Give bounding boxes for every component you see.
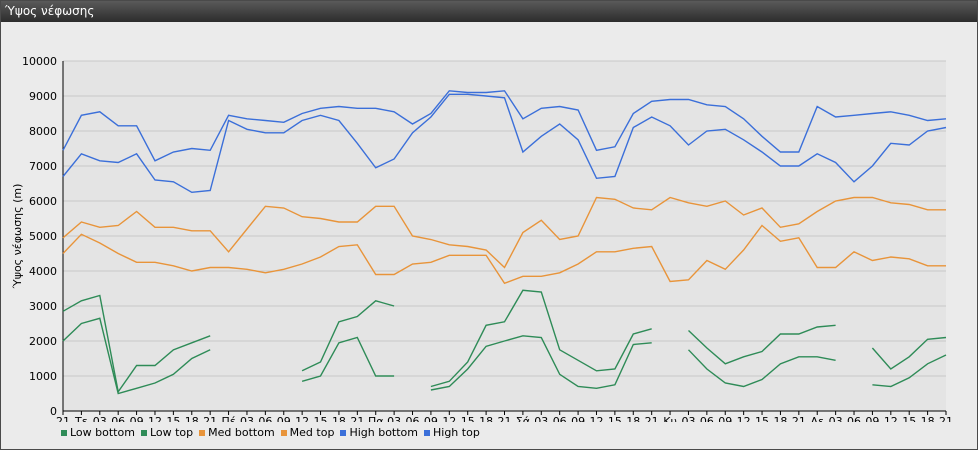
legend-item-med-top: Med top — [280, 426, 335, 439]
x-tick-label-3: 06 — [111, 415, 125, 422]
x-tick-label-48: 21 — [939, 415, 953, 422]
series-line-low-bottom-0 — [62, 317, 211, 395]
legend-swatch-med-top — [280, 429, 287, 436]
x-tick-label-7: 18 — [185, 415, 199, 422]
series-line-low-top-2 — [430, 289, 652, 388]
chart-legend: Low bottom Low top Med bottom Med top High b… — [61, 426, 480, 439]
y-axis-label: Ύψος νέφωσης (m) — [11, 184, 24, 290]
series-line-low-bottom-2 — [430, 335, 652, 391]
window-title: Ύψος νέφωσης — [1, 1, 977, 22]
x-tick-label-27: 06 — [553, 415, 567, 422]
series-line-high-top-0 — [62, 90, 947, 162]
y-tick-label-0: 0 — [50, 405, 57, 418]
x-tick-label-10: 03 — [240, 415, 254, 422]
x-tick-label-23: 18 — [479, 415, 493, 422]
x-tick-label-41: Δε — [810, 415, 824, 422]
legend-swatch-high-top — [424, 429, 430, 436]
x-tick-label-2: 03 — [93, 415, 107, 422]
x-tick-label-4: 09 — [130, 415, 144, 422]
x-tick-label-42: 03 — [829, 415, 843, 422]
series-line-med-bottom-0 — [62, 224, 946, 285]
x-tick-label-0: 21 — [56, 415, 70, 422]
legend-swatch-low-top — [140, 429, 147, 436]
legend-swatch-low-bottom — [61, 429, 67, 436]
x-tick-label-18: 03 — [387, 415, 401, 422]
legend-label-med-bottom: Med bottom — [208, 426, 275, 439]
y-tick-label-5000: 5000 — [29, 230, 57, 243]
x-tick-label-15: 18 — [332, 415, 346, 422]
legend-label-low-bottom: Low bottom — [70, 426, 135, 439]
x-tick-label-44: 09 — [865, 415, 879, 422]
series-line-low-bottom-3 — [687, 349, 836, 388]
legend-label-high-bottom: High bottom — [349, 426, 418, 439]
x-tick-label-14: 15 — [314, 415, 328, 422]
legend-item-low-top: Low top — [140, 426, 194, 439]
x-tick-label-36: 09 — [718, 415, 732, 422]
x-tick-label-22: 15 — [461, 415, 475, 422]
x-tick-label-35: 06 — [700, 415, 714, 422]
x-tick-label-26: 03 — [534, 415, 548, 422]
x-tick-label-13: 12 — [295, 415, 309, 422]
y-tick-label-6000: 6000 — [29, 195, 57, 208]
y-tick-label-8000: 8000 — [29, 125, 57, 138]
x-tick-label-11: 06 — [258, 415, 272, 422]
x-tick-label-20: 09 — [424, 415, 438, 422]
legend-label-med-top: Med top — [289, 426, 335, 439]
x-tick-label-39: 18 — [773, 415, 787, 422]
y-tick-label-3000: 3000 — [29, 300, 57, 313]
legend-item-med-bottom: Med bottom — [199, 426, 275, 439]
y-tick-label-9000: 9000 — [29, 90, 57, 103]
series-line-low-top-1 — [301, 300, 395, 372]
x-tick-label-19: 06 — [406, 415, 420, 422]
y-tick-label-7000: 7000 — [29, 160, 57, 173]
x-tick-label-47: 18 — [921, 415, 935, 422]
x-tick-label-24: 21 — [498, 415, 512, 422]
x-tick-label-32: 21 — [645, 415, 659, 422]
series-line-low-top-3 — [688, 324, 836, 365]
series-line-low-bottom-1 — [301, 336, 395, 382]
x-tick-label-45: 12 — [884, 415, 898, 422]
legend-item-high-top: High top — [424, 426, 480, 439]
series-line-high-bottom-0 — [62, 93, 947, 194]
x-tick-label-40: 21 — [792, 415, 806, 422]
x-tick-label-38: 15 — [755, 415, 769, 422]
x-tick-label-43: 06 — [847, 415, 861, 422]
x-tick-label-34: 03 — [681, 415, 695, 422]
legend-item-low-bottom: Low bottom — [61, 426, 135, 439]
x-tick-label-1: Τε — [74, 415, 88, 422]
series-line-med-top-0 — [62, 196, 946, 269]
legend-item-high-bottom: High bottom — [340, 426, 418, 439]
x-tick-label-5: 12 — [148, 415, 162, 422]
y-tick-label-10000: 10000 — [22, 55, 57, 68]
x-tick-label-16: 21 — [350, 415, 364, 422]
legend-swatch-med-bottom — [199, 429, 206, 436]
x-tick-label-8: 21 — [203, 415, 217, 422]
y-tick-label-2000: 2000 — [29, 335, 57, 348]
x-tick-label-12: 09 — [277, 415, 291, 422]
x-tick-label-25: Σά — [516, 415, 530, 422]
x-tick-label-31: 18 — [626, 415, 640, 422]
cloud-height-chart: 0 1000 2000 3000 4000 5000 6000 7000 8000 9000 100… — [11, 55, 953, 422]
x-tick-label-21: 12 — [442, 415, 456, 422]
x-tick-label-29: 12 — [589, 415, 603, 422]
x-tick-label-28: 09 — [571, 415, 585, 422]
legend-label-high-top: High top — [433, 426, 480, 439]
x-tick-label-17: Πα — [368, 415, 384, 422]
y-tick-label-1000: 1000 — [29, 370, 57, 383]
x-tick-label-6: 15 — [166, 415, 180, 422]
series-line-low-bottom-4 — [872, 354, 947, 388]
legend-label-low-top: Low top — [149, 426, 194, 439]
x-tick-label-33: Κυ — [663, 415, 677, 422]
x-tick-label-9: Πέ — [221, 415, 235, 422]
series-line-low-top-0 — [62, 294, 211, 394]
series-line-low-top-4 — [871, 336, 947, 370]
x-tick-label-30: 15 — [608, 415, 622, 422]
x-tick-label-46: 15 — [902, 415, 916, 422]
legend-swatch-high-bottom — [340, 429, 347, 436]
x-tick-label-37: 12 — [737, 415, 751, 422]
y-tick-label-4000: 4000 — [29, 265, 57, 278]
